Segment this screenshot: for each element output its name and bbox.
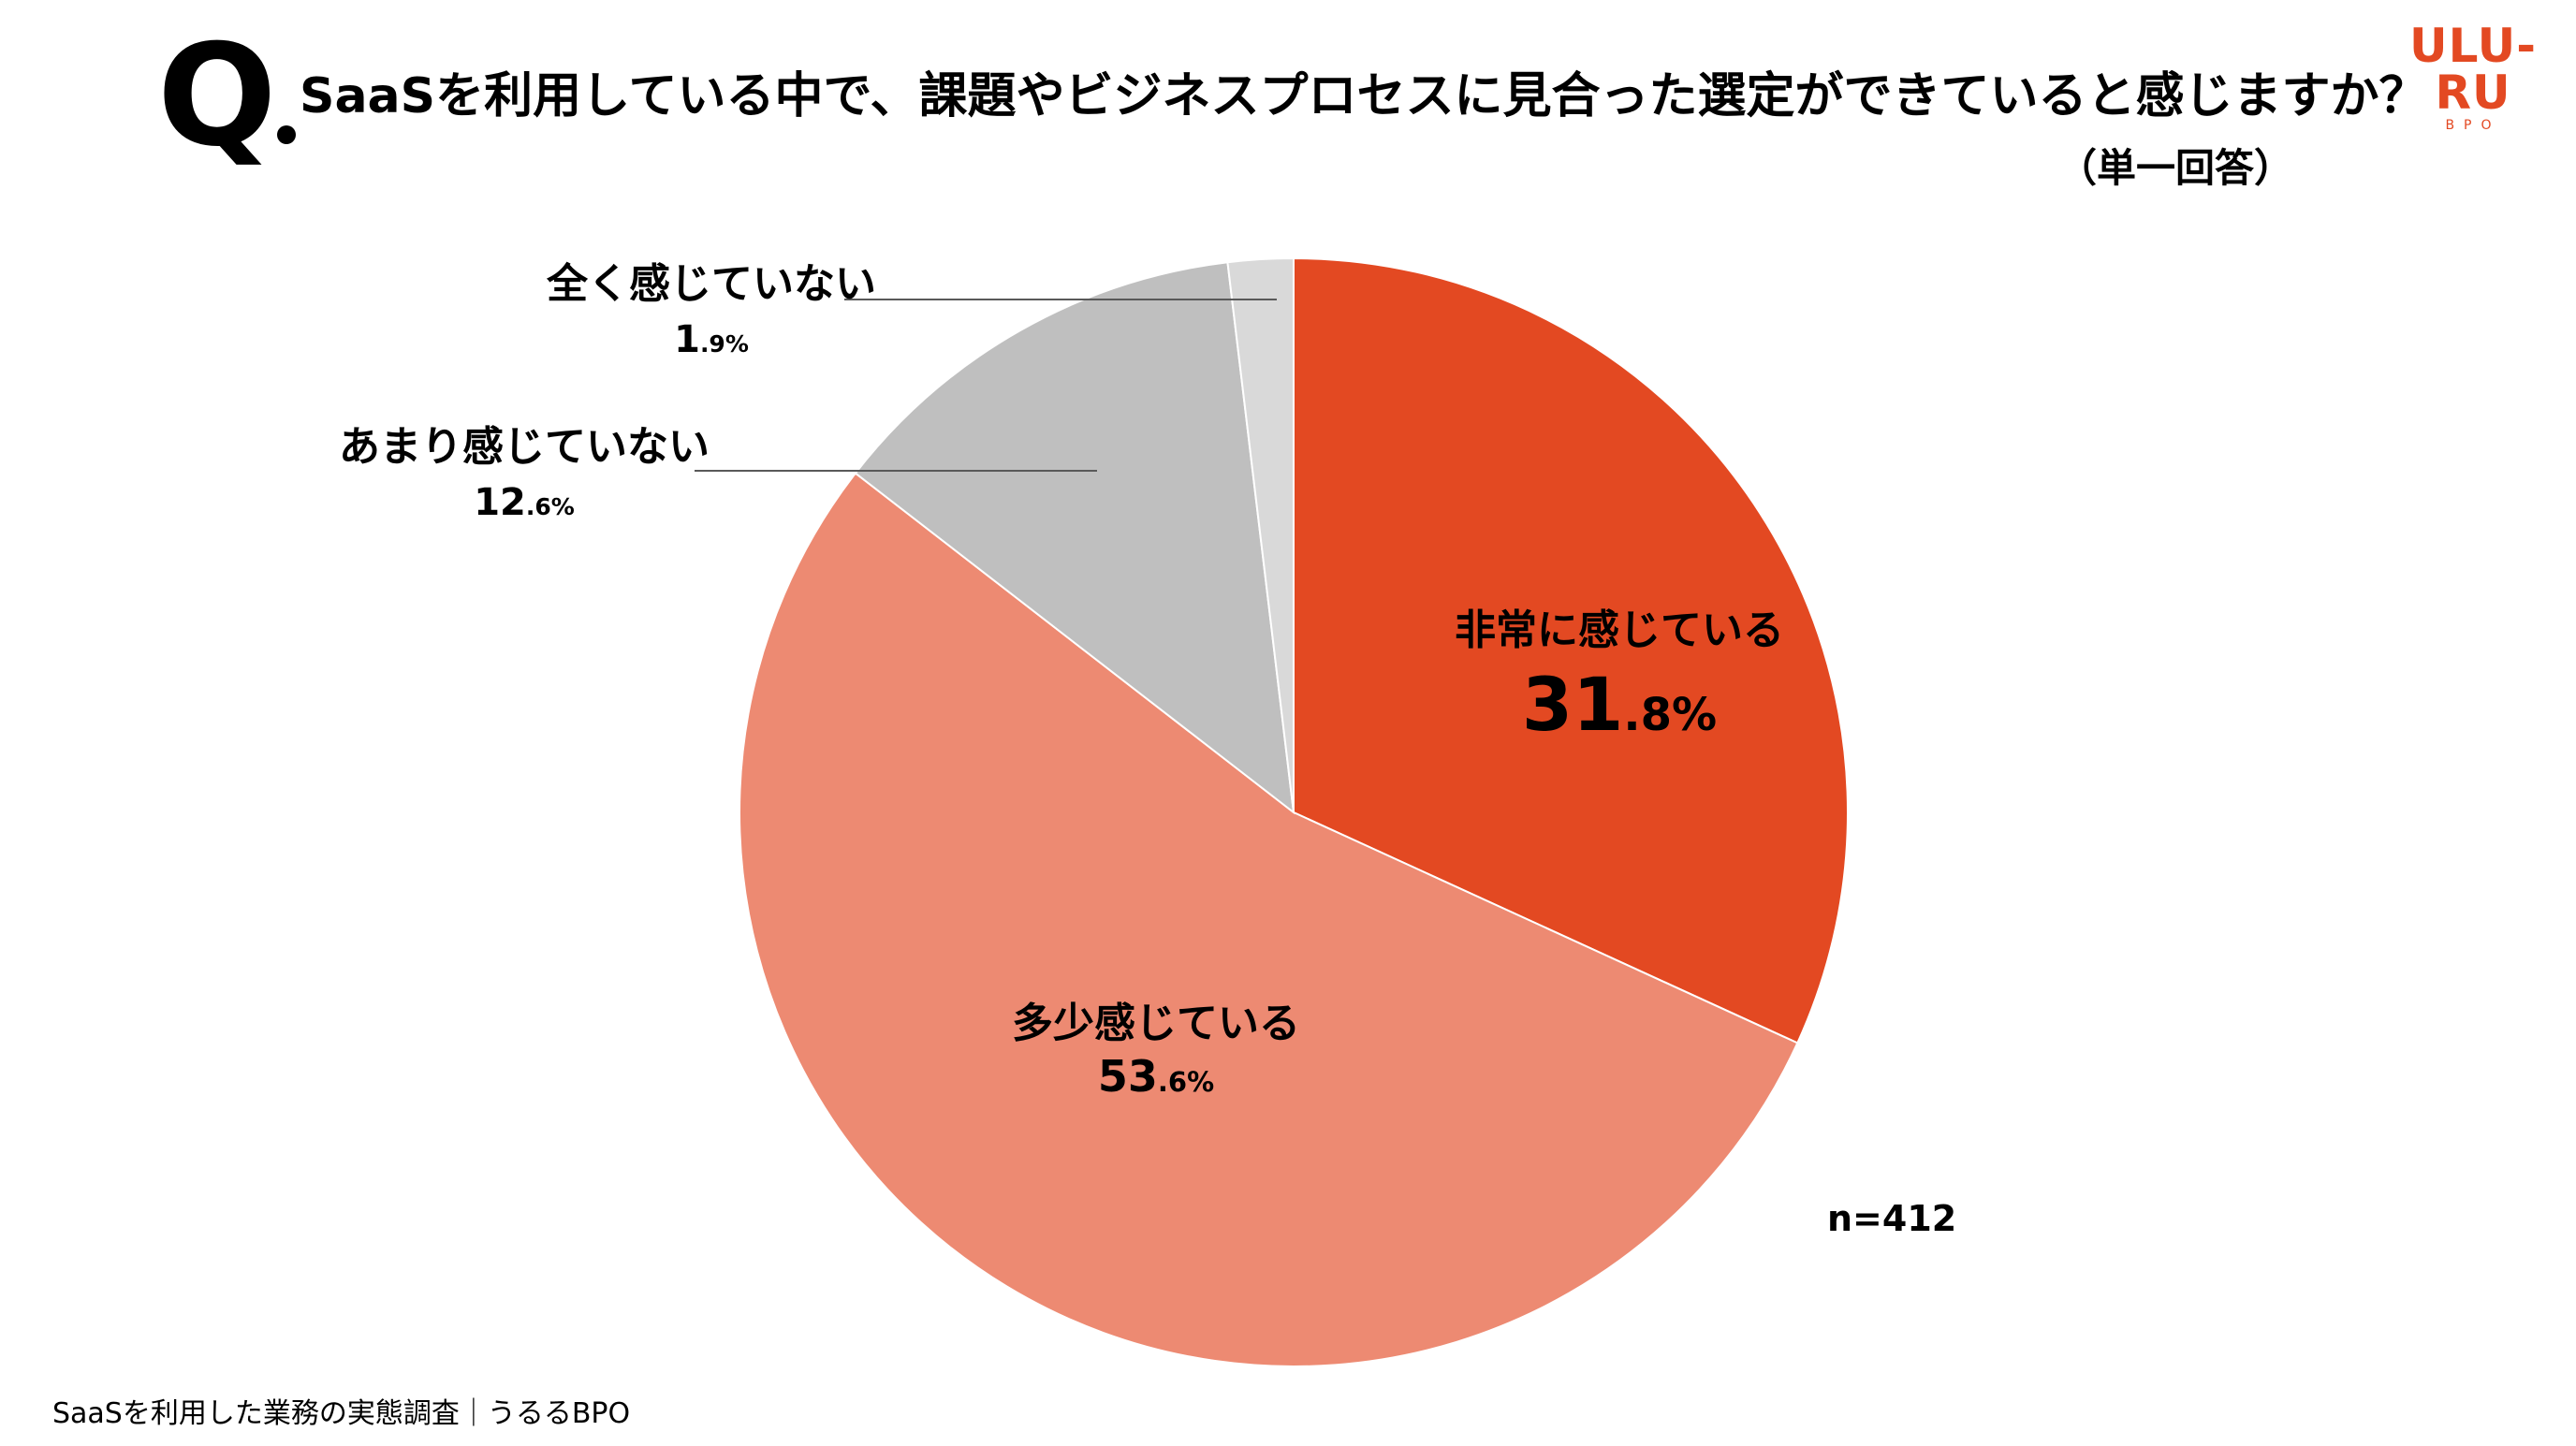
slice-value-somewhat: 53.6% (1098, 1051, 1214, 1102)
answer-type-note: （単一回答） (2056, 145, 2293, 191)
slice-label-not-at-all: 全く感じていない (546, 260, 876, 308)
slice-label-not-much: あまり感じていない (339, 423, 710, 471)
question-title: SaaSを利用している中で、課題やビジネスプロセスに見合った選定ができていると感… (300, 68, 2428, 124)
pie-slice-not-at-all (1226, 256, 1295, 813)
slice-label-very: 非常に感じている (1455, 606, 1784, 654)
brand-logo: ULU-RU BPO (2398, 22, 2548, 133)
pie-slice-very (1293, 256, 1849, 1044)
slice-value-not-at-all: 1.9% (674, 318, 749, 361)
slice-value-very: 31.8% (1522, 664, 1717, 748)
logo-sub-text: BPO (2445, 118, 2501, 133)
pie-slice-not-much (854, 261, 1295, 815)
q-dot (276, 125, 296, 144)
question-mark-q: Q (157, 26, 296, 167)
sample-size-label: n=412 (1827, 1198, 1957, 1239)
footer-source: SaaSを利用した業務の実態調査｜うるるBPO (52, 1397, 631, 1430)
slice-value-not-much: 12.6% (474, 481, 575, 524)
pie-slice-somewhat (739, 472, 1799, 1367)
logo-main-text: ULU-RU (2408, 19, 2538, 120)
slice-label-somewhat: 多少感じている (1012, 1000, 1300, 1047)
q-letter: Q (157, 15, 277, 178)
